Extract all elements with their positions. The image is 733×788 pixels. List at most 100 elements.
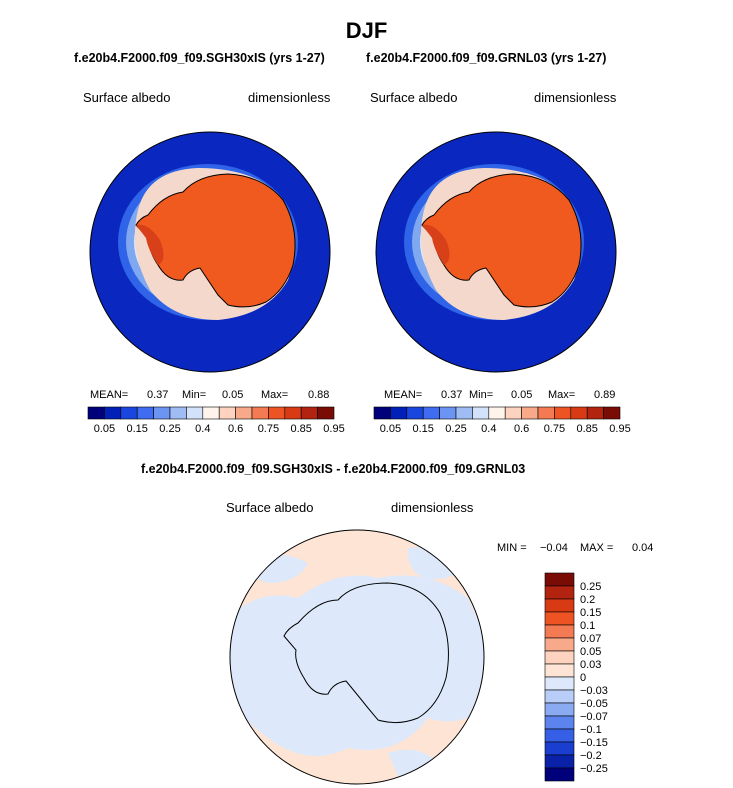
right-mean-value: 0.37: [441, 389, 463, 401]
colorbar-tick-label: −0.03: [580, 685, 608, 697]
colorbar-swatch: [268, 406, 286, 420]
left-panel-case-title: f.e20b4.F2000.f09_f09.SGH30xIS (yrs 1-27…: [74, 51, 325, 65]
colorbar-swatch: [488, 406, 506, 420]
right-min-label: Min=: [469, 389, 494, 401]
colorbar-swatch: [87, 406, 105, 420]
colorbar-swatch: [554, 406, 572, 420]
map-boundary: [89, 131, 331, 373]
colorbar-tick-label: 0.6: [514, 423, 529, 435]
colorbar-swatch: [537, 406, 555, 420]
difference-max-value: 0.04: [632, 542, 654, 554]
difference-units-label: dimensionless: [391, 500, 474, 515]
difference-variable-label: Surface albedo: [226, 500, 314, 515]
colorbar-tick-label: 0.75: [258, 423, 279, 435]
colorbar-tick-label: 0.85: [290, 423, 311, 435]
colorbar-tick-label: 0.95: [609, 423, 630, 435]
colorbar-swatch: [472, 406, 490, 420]
difference-min-value: −0.04: [540, 542, 568, 554]
colorbar-swatch: [544, 572, 575, 587]
colorbar-swatch: [104, 406, 122, 420]
left-colorbar: 0.05 0.15 0.25 0.4 0.6 0.75 0.85 0.95: [87, 406, 345, 435]
left-variable-label: Surface albedo: [83, 90, 171, 105]
difference-max-label: MAX =: [580, 542, 614, 554]
left-mean-value: 0.37: [147, 389, 169, 401]
right-max-value: 0.89: [594, 389, 616, 401]
colorbar-swatch: [317, 406, 335, 420]
left-units-label: dimensionless: [248, 90, 331, 105]
right-units-label: dimensionless: [534, 90, 617, 105]
colorbar-tick-label: 0.4: [195, 423, 210, 435]
colorbar-swatch: [504, 406, 522, 420]
left-albedo-map: [89, 131, 331, 373]
colorbar-tick-label: −0.05: [580, 698, 608, 710]
left-max-value: 0.88: [308, 389, 330, 401]
colorbar-swatch: [521, 406, 539, 420]
colorbar-tick-label: 0.05: [380, 423, 401, 435]
diff-negative-patch-2: [407, 547, 463, 580]
colorbar-swatch: [544, 689, 575, 704]
colorbar-swatch: [544, 598, 575, 613]
colorbar-swatch: [300, 406, 318, 420]
colorbar-swatch: [603, 406, 621, 420]
main-title: DJF: [345, 18, 388, 43]
colorbar-tick-label: 0.4: [481, 423, 496, 435]
right-min-value: 0.05: [511, 389, 533, 401]
difference-min-label: MIN =: [497, 542, 527, 554]
left-max-label: Max=: [261, 389, 289, 401]
colorbar-swatch: [202, 406, 220, 420]
left-min-label: Min=: [182, 389, 207, 401]
colorbar-swatch: [544, 715, 575, 730]
colorbar-swatch: [455, 406, 473, 420]
colorbar-swatch: [544, 676, 575, 691]
colorbar-swatch: [544, 585, 575, 600]
colorbar-tick-label: 0.15: [126, 423, 147, 435]
right-albedo-map: [375, 131, 617, 373]
colorbar-tick-label: 0.15: [412, 423, 433, 435]
colorbar-swatch: [373, 406, 391, 420]
colorbar-tick-label: −0.07: [580, 711, 608, 723]
colorbar-tick-label: 0.85: [576, 423, 597, 435]
colorbar-swatch: [422, 406, 440, 420]
colorbar-tick-label: −0.25: [580, 763, 608, 775]
colorbar-tick-label: 0.03: [580, 659, 601, 671]
colorbar-tick-label: 0.95: [323, 423, 344, 435]
peninsula-dark: [422, 224, 450, 265]
colorbar-swatch: [218, 406, 236, 420]
colorbar-tick-label: 0.15: [580, 607, 601, 619]
colorbar-swatch: [544, 702, 575, 717]
right-colorbar: 0.05 0.15 0.25 0.4 0.6 0.75 0.85 0.95: [373, 406, 631, 435]
left-mean-label: MEAN=: [90, 389, 129, 401]
difference-albedo-map: [229, 529, 485, 785]
colorbar-swatch: [284, 406, 302, 420]
colorbar-tick-label: 0.05: [580, 646, 601, 658]
colorbar-swatch: [251, 406, 269, 420]
right-max-label: Max=: [548, 389, 576, 401]
map-boundary: [229, 529, 485, 785]
colorbar-tick-label: −0.2: [580, 750, 602, 762]
antarctica-coastline: [283, 582, 449, 724]
colorbar-tick-label: −0.1: [580, 724, 602, 736]
colorbar-swatch: [120, 406, 138, 420]
colorbar-tick-label: 0.2: [580, 594, 595, 606]
right-mean-label: MEAN=: [384, 389, 423, 401]
colorbar-swatch: [544, 741, 575, 756]
colorbar-tick-label: 0.6: [228, 423, 243, 435]
colorbar-tick-label: 0.25: [580, 581, 601, 593]
colorbar-swatch: [136, 406, 154, 420]
colorbar-swatch: [406, 406, 424, 420]
colorbar-tick-label: 0.75: [544, 423, 565, 435]
colorbar-tick-label: 0.05: [94, 423, 115, 435]
map-boundary: [375, 131, 617, 373]
left-min-value: 0.05: [222, 389, 244, 401]
right-variable-label: Surface albedo: [370, 90, 458, 105]
colorbar-swatch: [570, 406, 588, 420]
peninsula-dark: [136, 224, 164, 265]
colorbar-swatch: [544, 754, 575, 769]
colorbar-swatch: [586, 406, 604, 420]
colorbar-swatch: [439, 406, 457, 420]
colorbar-swatch: [235, 406, 253, 420]
colorbar-swatch: [544, 650, 575, 665]
colorbar-tick-label: −0.15: [580, 737, 608, 749]
colorbar-swatch: [390, 406, 408, 420]
colorbar-swatch: [169, 406, 187, 420]
